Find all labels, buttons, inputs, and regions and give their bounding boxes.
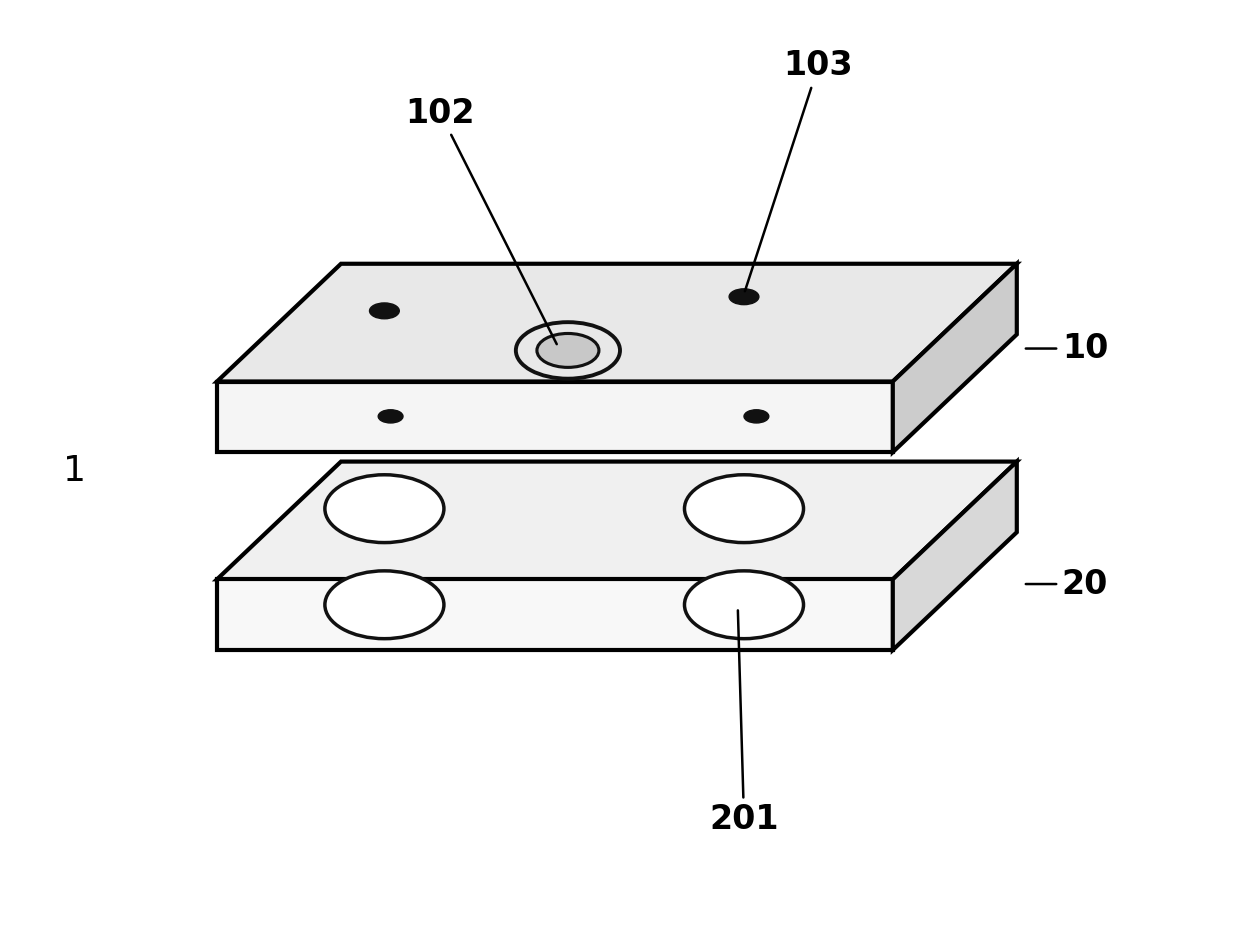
- Text: 103: 103: [745, 49, 853, 291]
- Polygon shape: [217, 264, 1017, 382]
- Polygon shape: [217, 382, 893, 452]
- Polygon shape: [217, 579, 893, 650]
- Ellipse shape: [516, 322, 620, 379]
- Ellipse shape: [325, 571, 444, 639]
- Text: 102: 102: [405, 96, 557, 344]
- Ellipse shape: [325, 475, 444, 543]
- Ellipse shape: [684, 475, 804, 543]
- Polygon shape: [893, 264, 1017, 452]
- Ellipse shape: [684, 571, 804, 639]
- Polygon shape: [893, 462, 1017, 650]
- Text: 20: 20: [1025, 567, 1109, 601]
- Ellipse shape: [378, 410, 403, 423]
- Ellipse shape: [744, 410, 769, 423]
- Ellipse shape: [370, 303, 399, 318]
- Ellipse shape: [729, 289, 759, 304]
- Text: 201: 201: [709, 610, 779, 836]
- Text: 1: 1: [63, 454, 86, 488]
- Ellipse shape: [537, 333, 599, 367]
- Polygon shape: [217, 462, 1017, 579]
- Text: 10: 10: [1025, 332, 1109, 365]
